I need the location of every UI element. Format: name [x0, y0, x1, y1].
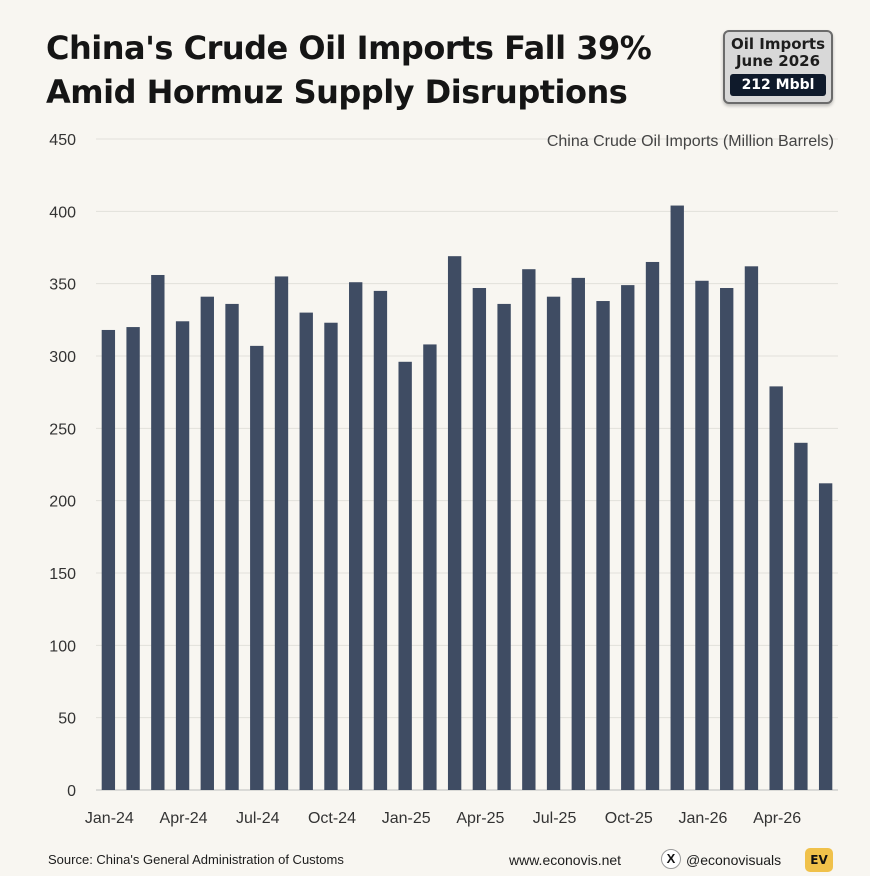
bar-Oct-24 [324, 322, 338, 790]
bar-Jun-26 [818, 483, 833, 790]
website-link[interactable]: www.econovis.net [509, 852, 622, 868]
chart-title-block: China's Crude Oil Imports Fall 39% Amid … [46, 26, 652, 114]
bar-Jan-26 [695, 280, 709, 790]
bar-Jan-25 [398, 361, 412, 790]
y-tick-label: 100 [49, 638, 76, 655]
y-tick-label: 0 [67, 783, 76, 800]
bar-May-24 [200, 296, 214, 790]
bar-Dec-25 [670, 205, 684, 791]
title-line-2: Amid Hormuz Supply Disruptions [46, 73, 628, 111]
bar-Apr-24 [175, 321, 190, 790]
bar-Sep-24 [299, 312, 313, 790]
ev-logo-icon: EV [805, 848, 833, 872]
bar-Nov-25 [645, 261, 660, 790]
bar-Mar-25 [447, 256, 462, 790]
bar-chart: 0 50 100 150 200 250 300 350 400 450 Jan-24 Apr-24… [49, 132, 838, 827]
bar-Jun-24 [225, 303, 239, 790]
bar-May-26 [794, 442, 808, 790]
y-tick-label: 150 [49, 566, 76, 583]
x-tick-label: Jan-25 [382, 810, 431, 827]
bar-Jun-25 [522, 269, 536, 790]
y-tick-label: 400 [49, 204, 76, 221]
x-tick-label: Jan-24 [85, 810, 134, 827]
y-tick-label: 300 [49, 349, 76, 366]
x-logo-icon: X [661, 849, 681, 869]
bar-May-25 [497, 303, 511, 790]
bar-Aug-24 [274, 276, 289, 790]
bar-Feb-26 [720, 288, 734, 790]
x-tick-label: Oct-25 [605, 810, 653, 827]
bar-Sep-25 [596, 301, 610, 790]
x-axis-labels: Jan-24 Apr-24 Jul-24 Oct-24 Jan-25 Apr-25 Jul-… [85, 810, 801, 827]
series-title: China Crude Oil Imports (Million Barrels… [547, 133, 834, 150]
title-line-1: China's Crude Oil Imports Fall 39% [46, 29, 652, 67]
grid-layer: 0 50 100 150 200 250 300 350 400 450 [49, 132, 838, 800]
bar-Jul-24 [250, 345, 264, 790]
bar-Dec-24 [373, 290, 388, 790]
bars-layer [101, 205, 833, 791]
bar-Nov-24 [349, 282, 363, 790]
y-tick-label: 200 [49, 494, 76, 511]
y-tick-label: 450 [49, 132, 76, 149]
x-tick-label: Apr-24 [160, 810, 208, 827]
bar-Aug-25 [571, 277, 585, 790]
bar-Mar-26 [744, 266, 759, 791]
badge-value: 212 Mbbl [730, 74, 826, 96]
x-tick-label: Jan-26 [679, 810, 728, 827]
bar-Mar-24 [151, 274, 165, 790]
x-tick-label: Oct-24 [308, 810, 356, 827]
x-tick-label: Jul-25 [533, 810, 577, 827]
social-handle[interactable]: @econovisuals [686, 852, 782, 868]
badge-line-1: Oil Imports [730, 35, 825, 53]
bar-Oct-25 [621, 285, 635, 790]
bar-Jan-24 [101, 329, 116, 790]
badge-line-2: June 2026 [735, 52, 821, 70]
y-tick-label: 250 [49, 421, 76, 438]
oil-imports-badge: Oil Imports June 2026 212 Mbbl [723, 30, 833, 104]
bar-Apr-25 [472, 288, 487, 790]
bar-Apr-26 [769, 386, 783, 790]
bar-Feb-24 [126, 327, 140, 790]
y-tick-label: 350 [49, 277, 76, 294]
y-tick-label: 50 [58, 711, 76, 728]
bar-Feb-25 [423, 344, 437, 790]
x-tick-label: Jul-24 [236, 810, 280, 827]
bar-Jul-25 [546, 296, 561, 790]
source-note: Source: China's General Administration o… [48, 852, 344, 867]
x-tick-label: Apr-25 [456, 810, 504, 827]
x-tick-label: Apr-26 [753, 810, 801, 827]
